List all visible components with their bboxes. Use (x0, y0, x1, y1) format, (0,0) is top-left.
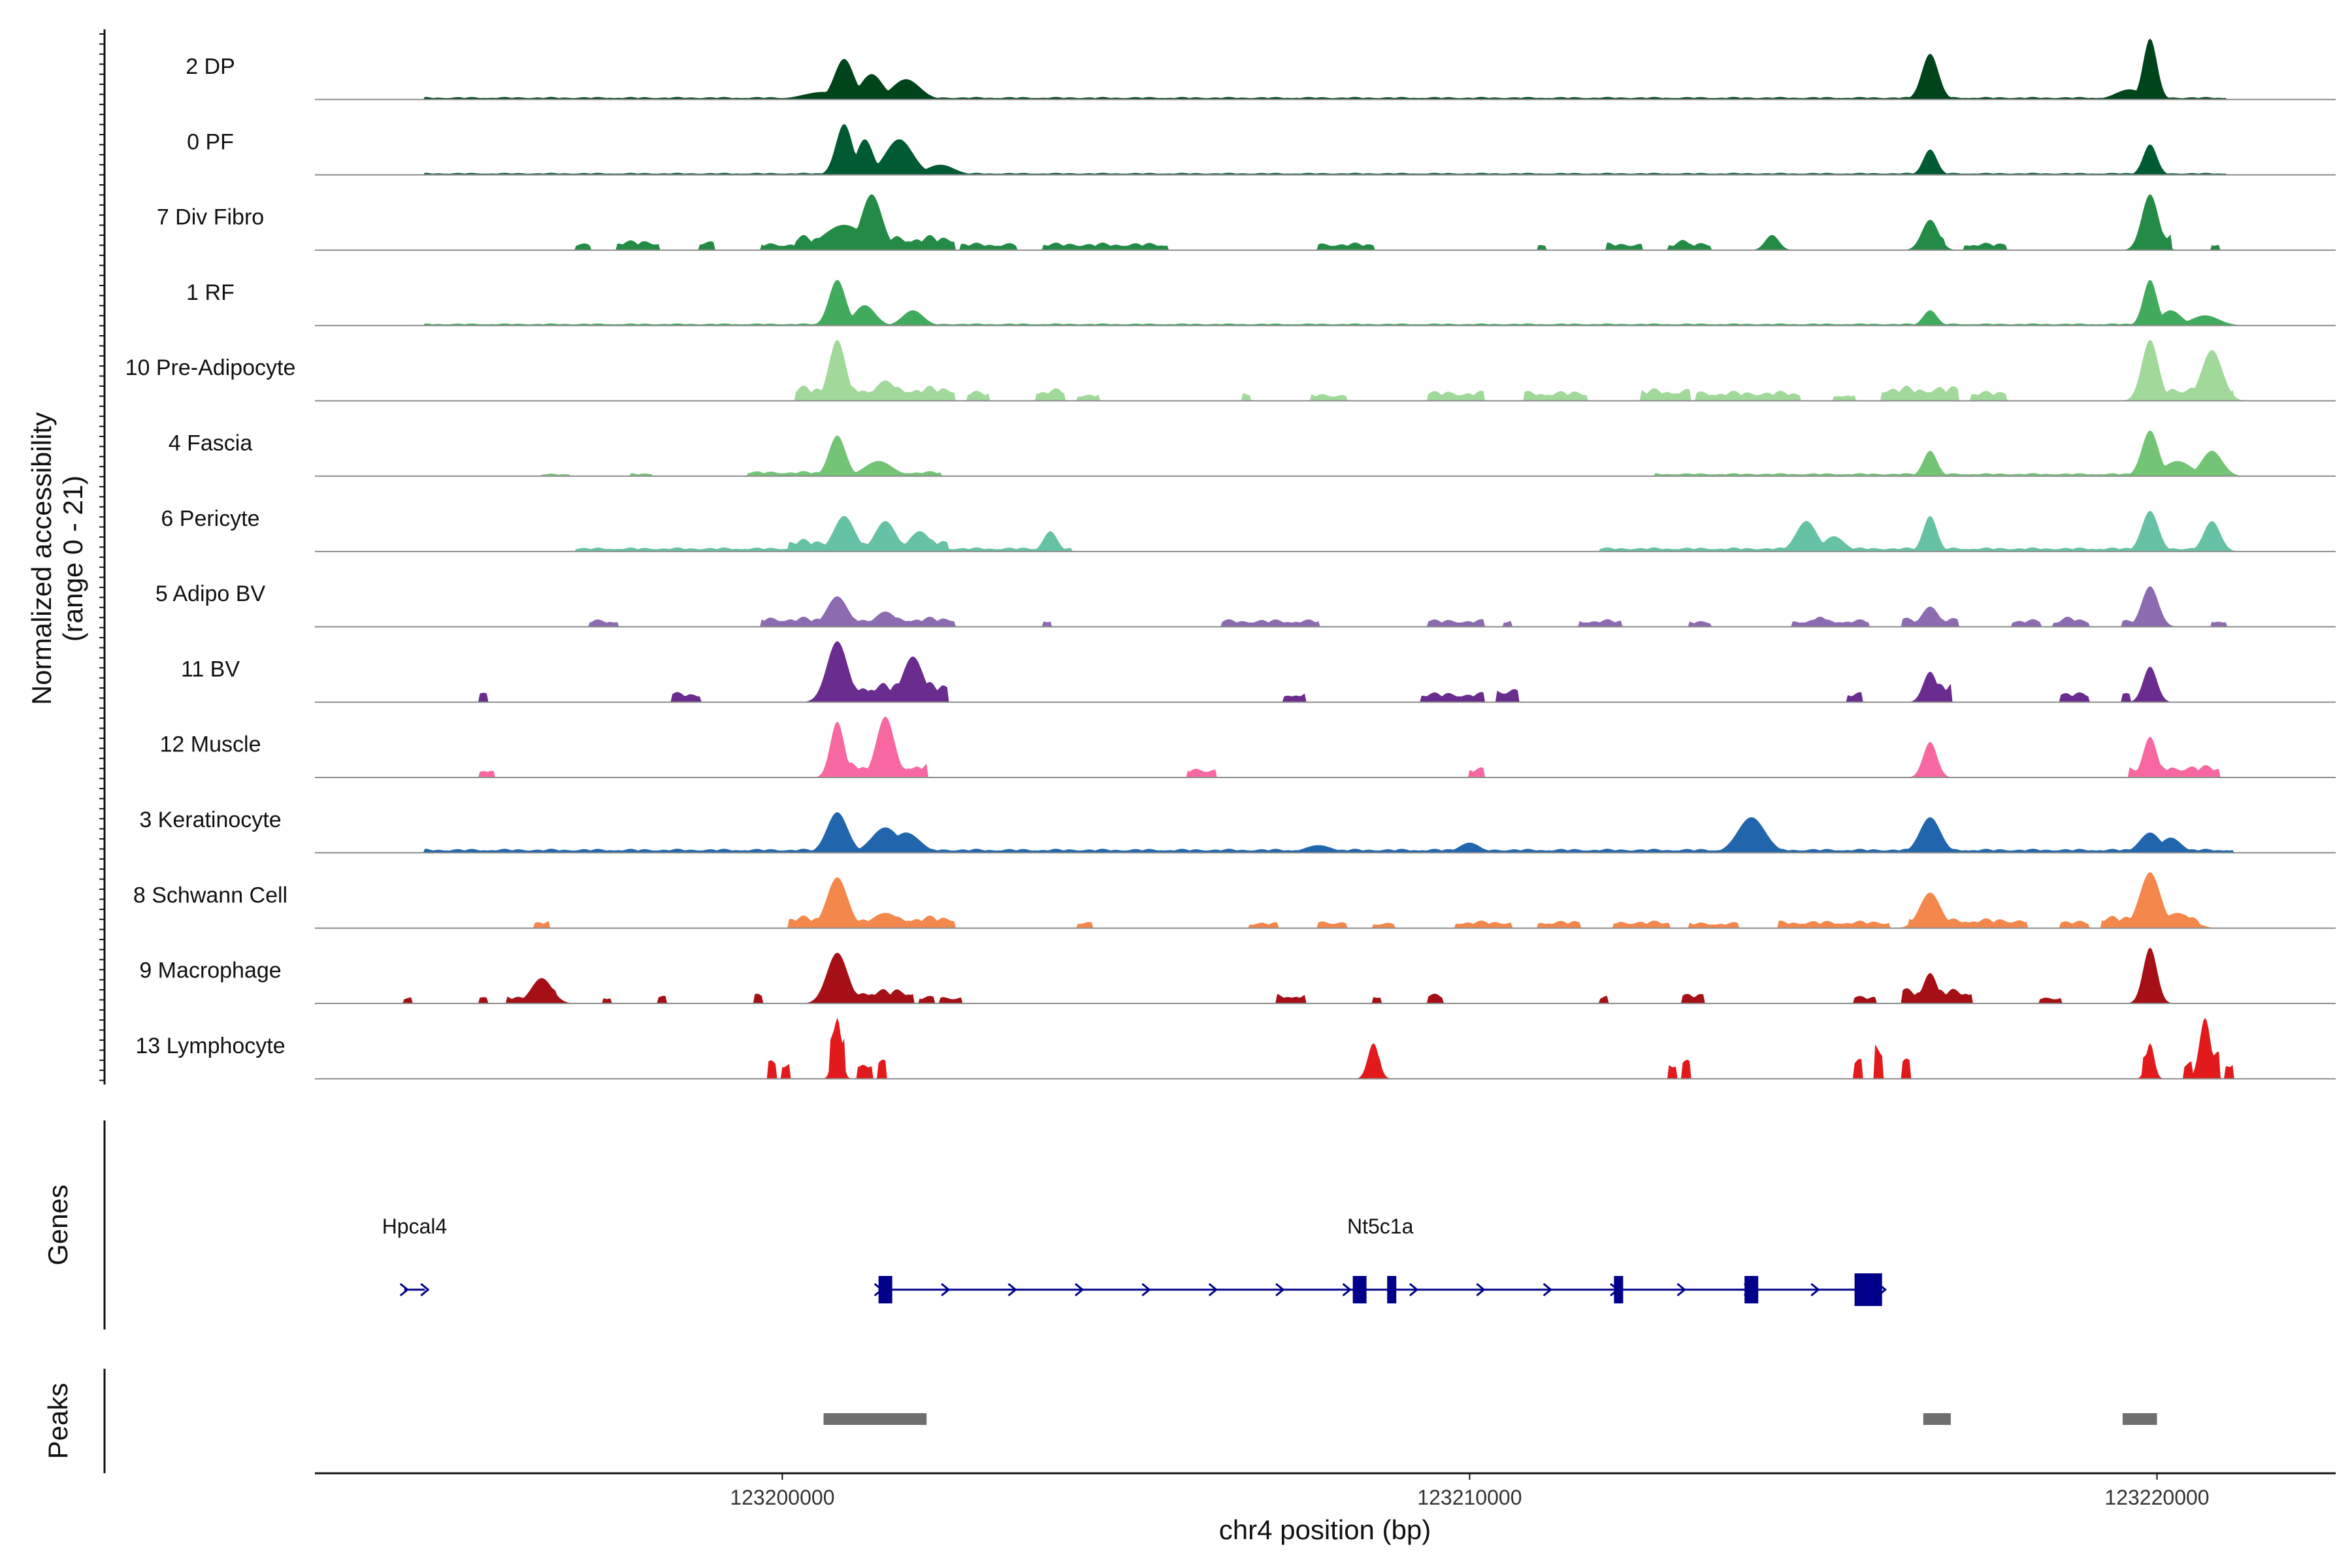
track-label: 10 Pre-Adipocyte (125, 355, 296, 380)
track-label: 13 Lymphocyte (135, 1034, 285, 1058)
track-5-adipo-bv: 5 Adipo BV (155, 581, 2336, 628)
x-axis-title: chr4 position (bp) (1219, 1514, 1431, 1545)
peak-region-track (823, 1413, 2157, 1425)
coverage-area-12-muscle (315, 716, 2336, 777)
peaks-panel-label: Peaks (42, 1383, 73, 1460)
gene-exon (878, 1276, 892, 1303)
strand-arrow (1074, 1282, 1085, 1297)
gene-exon (1614, 1276, 1624, 1303)
strand-arrow (1810, 1282, 1820, 1297)
gene-hpcal4: Hpcal4 (382, 1215, 448, 1297)
track-10-pre-adipocyte: 10 Pre-Adipocyte (125, 340, 2336, 402)
genes-panel-label: Genes (42, 1184, 73, 1266)
gene-exon (1352, 1276, 1367, 1303)
coverage-y-ticks (99, 33, 105, 1081)
peak-region (1923, 1413, 1951, 1425)
peak-region (2122, 1413, 2157, 1425)
coverage-ylabel: Normalized accessibility (26, 412, 57, 705)
coverage-area-11-bv (315, 641, 2336, 702)
track-8-schwann-cell: 8 Schwann Cell (133, 872, 2336, 929)
strand-arrow (1342, 1282, 1352, 1297)
track-label: 6 Pericyte (161, 506, 259, 531)
track-11-bv: 11 BV (181, 641, 2336, 703)
track-label: 1 RF (186, 280, 235, 305)
track-12-muscle: 12 Muscle (160, 716, 2336, 778)
track-label: 4 Fascia (169, 431, 253, 456)
strand-arrow (1676, 1282, 1686, 1297)
coverage-area-3-keratinocyte (315, 812, 2336, 853)
strand-arrow (1476, 1282, 1486, 1297)
strand-arrow (1409, 1282, 1419, 1297)
coverage-tracks: 2 DP 0 PF 7 Div Fibro 1 RF 10 Pre-Adipocyte 4… (125, 39, 2336, 1080)
track-7-div-fibro: 7 Div Fibro (157, 194, 2336, 251)
track-label: 9 Macrophage (139, 958, 281, 983)
coverage-area-1-rf (315, 280, 2336, 326)
gene-label: Nt5c1a (1347, 1215, 1414, 1238)
track-label: 12 Muscle (160, 732, 261, 757)
coverage-area-2-dp (315, 39, 2336, 100)
coverage-area-13-lymphocyte (315, 1017, 2336, 1079)
track-label: 7 Div Fibro (157, 205, 264, 230)
track-0-pf: 0 PF (187, 123, 2336, 176)
coverage-area-0-pf (315, 123, 2336, 175)
x-axis-ticks: 123200000 123210000 123220000 (730, 1473, 2210, 1509)
gene-exon (1387, 1276, 1397, 1303)
strand-arrow (399, 1282, 410, 1297)
coverage-ylabel-range: (range 0 - 21) (57, 476, 88, 642)
track-3-keratinocyte: 3 Keratinocyte (139, 808, 2336, 854)
gene-nt5c1a: Nt5c1a (874, 1215, 1887, 1306)
coverage-area-10-pre-adipocyte (315, 340, 2336, 401)
track-6-pericyte: 6 Pericyte (161, 506, 2336, 553)
gene-exon (1744, 1276, 1759, 1303)
x-tick-label: 123200000 (730, 1486, 834, 1509)
gene-label: Hpcal4 (382, 1215, 448, 1238)
track-13-lymphocyte: 13 Lymphocyte (135, 1017, 2336, 1080)
coverage-area-8-schwann-cell (315, 872, 2336, 928)
coverage-area-5-adipo-bv (315, 586, 2336, 627)
gene-annotation-track: Hpcal4 Nt5c1a (382, 1215, 1887, 1306)
strand-arrow (1141, 1282, 1151, 1297)
track-label: 2 DP (186, 54, 235, 79)
strand-arrow (1543, 1282, 1553, 1297)
track-4-fascia: 4 Fascia (169, 430, 2336, 477)
track-1-rf: 1 RF (186, 280, 2336, 327)
x-tick-label: 123220000 (2104, 1486, 2209, 1509)
track-9-macrophage: 9 Macrophage (139, 947, 2336, 1004)
coverage-area-6-pericyte (315, 510, 2336, 552)
strand-arrow (1208, 1282, 1218, 1297)
track-label: 0 PF (187, 129, 234, 154)
strand-arrow (420, 1282, 430, 1297)
track-label: 5 Adipo BV (155, 581, 266, 606)
track-label: 3 Keratinocyte (139, 808, 281, 832)
strand-arrow (1007, 1282, 1017, 1297)
strand-arrow (1275, 1282, 1285, 1297)
coverage-area-9-macrophage (315, 947, 2336, 1004)
peak-region (823, 1413, 927, 1425)
coverage-area-4-fascia (315, 430, 2336, 476)
track-2-dp: 2 DP (186, 39, 2336, 101)
track-label: 8 Schwann Cell (133, 883, 287, 907)
strand-arrow (941, 1282, 951, 1297)
x-tick-label: 123210000 (1417, 1486, 1522, 1509)
gene-exon (1854, 1273, 1882, 1306)
track-label: 11 BV (181, 657, 240, 681)
coverage-area-7-div-fibro (315, 194, 2336, 250)
